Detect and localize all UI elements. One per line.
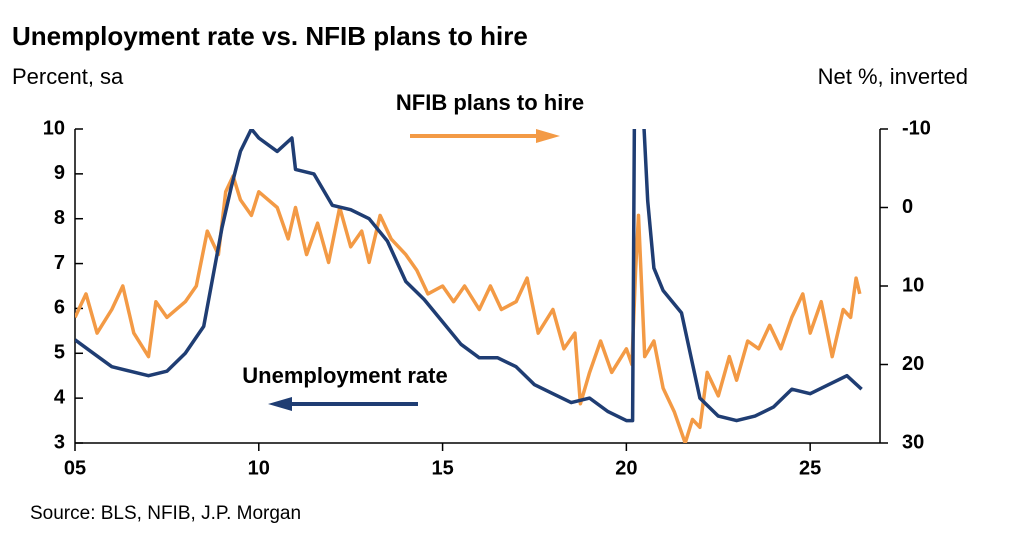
source: Source: BLS, NFIB, J.P. Morgan [30,503,301,524]
arrow-head [268,397,292,411]
y2-tick-label: 10 [902,274,924,296]
x-tick-label: 20 [615,457,637,479]
y2-tick-label: 20 [902,353,924,375]
y-tick-label: 5 [54,342,65,364]
plot-area [75,129,863,443]
series-label: NFIB plans to hire [396,90,584,115]
x-tick-label: 10 [248,457,270,479]
arrow-head [536,129,560,143]
y-axis-label: Percent, sa [12,64,124,89]
y-tick-label: 8 [54,207,65,229]
y-tick-label: 9 [54,162,65,184]
x-tick-label: 05 [64,457,86,479]
y-tick-label: 7 [54,252,65,274]
y2-axis-label: Net %, inverted [818,64,968,89]
x-tick-label: 15 [431,457,453,479]
chart-title: Unemployment rate vs. NFIB plans to hire [12,21,528,51]
x-tick-label: 25 [799,457,821,479]
y-tick-label: 10 [43,117,65,139]
series-line [75,174,862,443]
y-tick-label: 3 [54,431,65,453]
y2-tick-label: 30 [902,431,924,453]
y-tick-label: 4 [54,386,66,408]
series-line [75,129,863,423]
series-label: Unemployment rate [242,363,447,388]
y-tick-label: 6 [54,297,65,319]
y2-tick-label: 0 [902,196,913,218]
y2-tick-label: -10 [902,117,931,139]
